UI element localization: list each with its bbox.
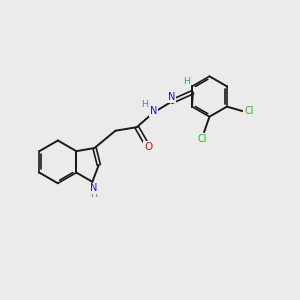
Text: Cl: Cl: [244, 106, 254, 116]
Text: H: H: [183, 77, 190, 86]
Text: N: N: [90, 183, 98, 193]
Text: O: O: [144, 142, 152, 152]
Text: Cl: Cl: [198, 134, 207, 144]
Text: H: H: [90, 190, 97, 199]
Text: N: N: [168, 92, 175, 102]
Text: N: N: [150, 106, 158, 116]
Text: H: H: [141, 100, 148, 109]
